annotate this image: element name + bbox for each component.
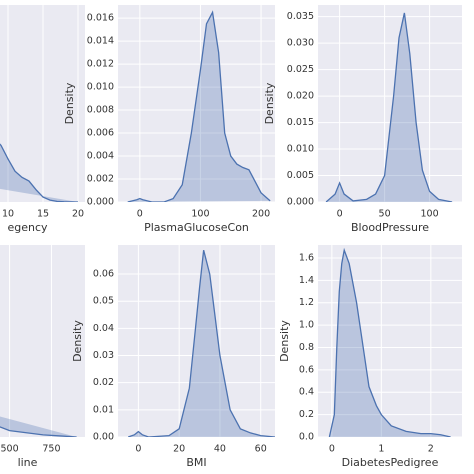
plot-background: [118, 245, 275, 437]
x-tick-label: 60: [255, 444, 267, 455]
y-tick-label: 0.2: [299, 409, 314, 420]
x-axis-label: line: [18, 456, 38, 469]
y-tick-label: 0.000: [287, 197, 314, 208]
panel: 500 750 line: [0, 245, 85, 469]
y-tick-label: 0.020: [287, 91, 314, 102]
y-tick-label: 0.005: [287, 170, 314, 181]
y-tick-label: 0.04: [93, 323, 114, 334]
x-tick-label: 500: [1, 444, 19, 455]
plot-area: [0, 416, 77, 437]
x-tick-label: 1: [378, 444, 384, 455]
density-curve: [0, 143, 79, 202]
x-tick-label: 20: [173, 444, 185, 455]
x-tick-label: 0: [337, 209, 343, 220]
x-tick-label: 15: [37, 209, 49, 220]
y-tick-label: 0.004: [87, 151, 114, 162]
x-tick-label: 20: [72, 209, 84, 220]
x-tick-label: 100: [421, 209, 439, 220]
y-tick-label: 0.0: [299, 432, 314, 443]
x-axis-label: PlasmaGlucoseCon: [144, 221, 249, 234]
x-tick-label: 0: [135, 444, 141, 455]
y-tick-label: 0.8: [299, 342, 314, 353]
x-tick-label: 10: [2, 209, 14, 220]
y-tick-label: 0.025: [287, 64, 314, 75]
plot-background: [318, 245, 462, 437]
x-tick-label: 750: [42, 444, 60, 455]
y-axis-label: Density: [263, 82, 276, 124]
plot-area: [127, 249, 275, 437]
y-tick-label: 0.035: [287, 11, 314, 22]
y-tick-label: 0.00: [93, 432, 114, 443]
x-axis-label: BMI: [186, 456, 206, 469]
y-axis-label: Density: [278, 320, 291, 362]
x-axis-label: DiabetesPedigree: [342, 456, 439, 469]
x-tick-label: 40: [214, 444, 226, 455]
y-tick-label: 0.015: [287, 117, 314, 128]
x-tick-label: 2: [428, 444, 434, 455]
y-tick-label: 0.02: [93, 377, 114, 388]
y-tick-label: 0.012: [87, 59, 114, 70]
y-axis-label: Density: [63, 82, 76, 124]
y-tick-label: 0.03: [93, 350, 114, 361]
y-tick-label: 0.05: [93, 296, 114, 307]
plot-area: [127, 10, 271, 202]
y-axis-label: Density: [71, 320, 84, 362]
y-tick-label: 0.6: [299, 364, 314, 375]
y-tick-label: 0.016: [87, 13, 114, 24]
x-tick-label: 0: [137, 209, 143, 220]
density-curve: [328, 247, 451, 437]
y-tick-label: 0.030: [287, 38, 314, 49]
panel: 0 50 100 0.000 0.005 0.010 0.015 0.020 0.025 0.03…: [263, 5, 462, 234]
y-tick-label: 0.01: [93, 404, 114, 415]
y-tick-label: 1.6: [299, 252, 314, 263]
y-tick-label: 0.006: [87, 128, 114, 139]
x-tick-label: 50: [379, 209, 391, 220]
y-tick-label: 1.0: [299, 320, 314, 331]
density-curve: [127, 249, 275, 437]
y-tick-label: 0.06: [93, 269, 114, 280]
density-curve: [0, 416, 77, 437]
y-tick-label: 0.008: [87, 105, 114, 116]
y-tick-label: 0.010: [287, 144, 314, 155]
y-tick-label: 0.000: [87, 197, 114, 208]
panel: 0 1 2 0.0 0.2 0.4 0.6 0.8 1.0 1.2 1.4 1.6 DiabetesPe…: [278, 245, 462, 469]
plot-background: [318, 5, 462, 202]
plot-area: [328, 247, 451, 437]
x-tick-label: 0: [329, 444, 335, 455]
y-tick-label: 0.014: [87, 36, 114, 47]
x-tick-label: 200: [252, 209, 270, 220]
density-curve: [127, 10, 271, 202]
plot-area: [0, 143, 79, 202]
x-axis-label: egency: [7, 221, 48, 234]
panel: 10 15 20 egency: [0, 5, 85, 234]
x-axis-label: BloodPressure: [351, 221, 429, 234]
y-tick-label: 0.010: [87, 82, 114, 93]
y-tick-label: 0.4: [299, 387, 314, 398]
plot-background: [0, 245, 85, 437]
y-tick-label: 1.2: [299, 297, 314, 308]
density-curve: [325, 12, 453, 202]
y-tick-label: 0.002: [87, 174, 114, 185]
x-tick-label: 100: [191, 209, 209, 220]
panel: 0 20 40 60 0.00 0.01 0.02 0.03 0.04 0.05 0.06 BMI De…: [71, 245, 275, 469]
plot-area: [325, 12, 453, 202]
panel: 0 100 200 0.000 0.002 0.004 0.006 0.008 0.010 0.0…: [63, 5, 275, 234]
y-tick-label: 1.4: [299, 275, 314, 286]
